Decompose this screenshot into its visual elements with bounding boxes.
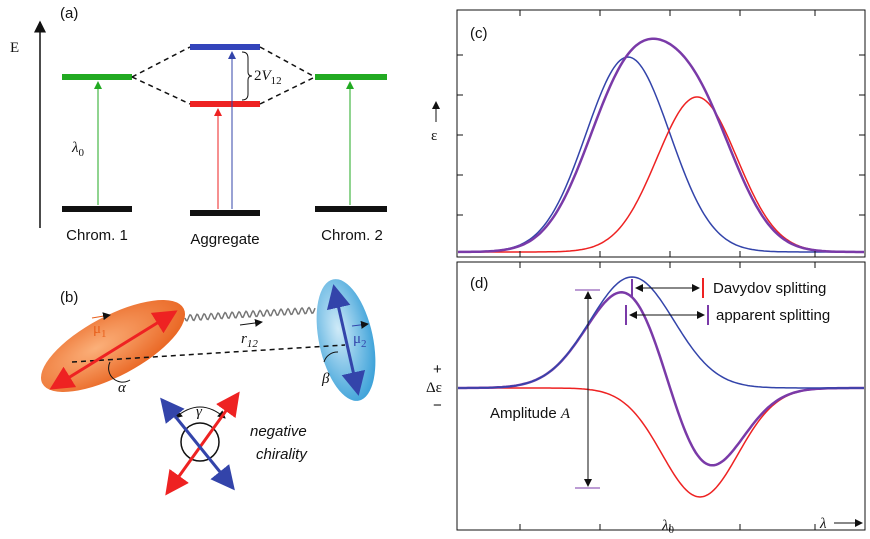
panel-label: (c) xyxy=(470,25,488,42)
curve xyxy=(458,56,864,253)
x-label: λ0 xyxy=(661,518,675,534)
text: 2 xyxy=(361,338,367,350)
brace xyxy=(241,51,253,101)
coupling-wave xyxy=(184,306,316,322)
chirality-label: negative xyxy=(250,423,307,440)
levels xyxy=(62,44,387,216)
angle-label: β xyxy=(321,371,330,387)
text: μ xyxy=(93,321,101,337)
amplitude-label: Amplitude A xyxy=(490,405,571,422)
level-label: Chrom. 2 xyxy=(321,227,383,244)
dipole xyxy=(165,391,240,496)
distance-label: r12 xyxy=(241,331,258,350)
text: Amplitude xyxy=(490,405,561,422)
correlation-lines xyxy=(131,46,316,105)
text: λ xyxy=(71,140,79,156)
frame xyxy=(456,261,866,531)
x-axis-label: λ xyxy=(819,516,827,532)
vector-arrow xyxy=(351,320,369,329)
panel-b: (b) μ1 μ2 r12 α β γ negative chirality xyxy=(40,279,376,496)
panel-c: (c) ε xyxy=(431,9,866,258)
panel-d: (d) + Δε − Amplitude A Davydov splitting… xyxy=(426,261,866,536)
text: 2 xyxy=(254,68,262,84)
sign: − xyxy=(433,397,442,414)
curve xyxy=(457,37,864,254)
level-label: Aggregate xyxy=(190,231,259,248)
angle-arc xyxy=(323,351,339,363)
vector-arrow xyxy=(91,312,111,321)
dipole xyxy=(49,310,178,390)
angle-label: α xyxy=(118,380,127,396)
frame xyxy=(456,9,866,258)
level-label: Chrom. 1 xyxy=(66,227,128,244)
vector-arrow xyxy=(239,318,263,327)
text: μ xyxy=(353,331,361,347)
annotation: apparent splitting xyxy=(716,307,830,324)
panel-label: (d) xyxy=(470,275,488,292)
chromophore-1 xyxy=(40,300,186,392)
dipole-label: μ2 xyxy=(353,331,367,350)
annotation: Davydov splitting xyxy=(713,280,826,297)
dipole-label: μ1 xyxy=(93,321,107,340)
panel-a: E (a) 2V12 λ0 Chrom. 1 Aggregate Chrom. … xyxy=(10,5,387,248)
excitation-label: λ0 xyxy=(71,140,85,159)
text: 0 xyxy=(669,524,675,534)
sign: + xyxy=(433,361,442,378)
angle-label: γ xyxy=(196,404,203,420)
curve xyxy=(458,276,864,389)
text: A xyxy=(560,406,571,422)
axis-label: Δε xyxy=(426,380,442,396)
chirality-label: chirality xyxy=(256,446,308,463)
text: 1 xyxy=(101,328,107,340)
text: 12 xyxy=(271,75,282,87)
curve xyxy=(458,96,864,253)
coupling-label: 2V12 xyxy=(254,68,282,87)
dipole xyxy=(326,284,366,396)
ticks xyxy=(457,10,865,530)
text: 0 xyxy=(79,147,85,159)
angle-arc xyxy=(108,361,131,383)
axis-label: E xyxy=(10,40,19,56)
text: λ xyxy=(661,518,669,534)
text: r xyxy=(241,331,247,347)
text: 12 xyxy=(247,338,259,350)
panel-label: (a) xyxy=(60,5,78,22)
axis-label: ε xyxy=(431,128,437,144)
panel-label: (b) xyxy=(60,289,78,306)
dipole xyxy=(160,397,235,491)
text: V xyxy=(262,68,273,84)
